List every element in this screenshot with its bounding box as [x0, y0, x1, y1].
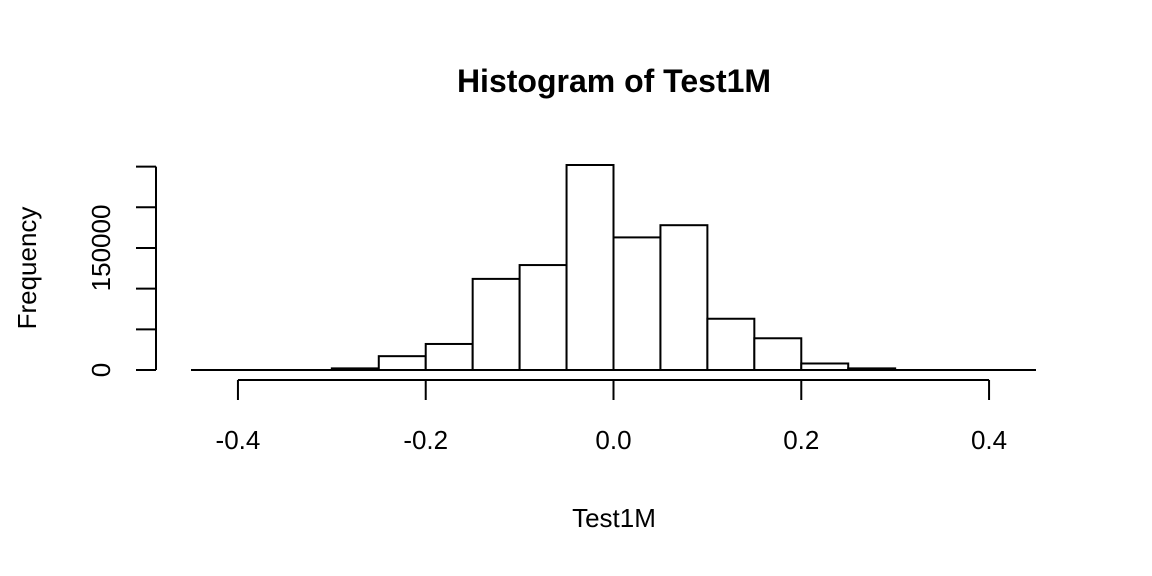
x-tick-label: 0.4 — [971, 425, 1007, 455]
bars-group — [191, 164, 1036, 372]
histogram-bar — [377, 355, 427, 371]
y-axis-label: Frequency — [12, 207, 42, 330]
x-tick-label: -0.4 — [216, 425, 261, 455]
histogram-bar — [330, 367, 380, 372]
histogram-bar — [847, 367, 897, 372]
histogram-bar — [518, 264, 568, 371]
histogram-bar — [612, 236, 662, 371]
x-tick-label: 0.2 — [783, 425, 819, 455]
chart-title: Histogram of Test1M — [457, 63, 771, 99]
y-tick-label: 0 — [86, 363, 116, 377]
histogram-bar — [565, 164, 615, 371]
y-axis: 0 150000 — [86, 165, 157, 377]
x-tick-label: -0.2 — [403, 425, 448, 455]
histogram-bar — [753, 337, 803, 371]
x-tick-label: 0.0 — [595, 425, 631, 455]
histogram-bar — [706, 317, 756, 371]
x-axis-label: Test1M — [572, 503, 656, 533]
histogram-bar — [471, 277, 521, 371]
histogram-bar — [800, 362, 850, 372]
y-tick-label: 150000 — [86, 205, 116, 292]
histogram-bar — [659, 224, 709, 371]
x-axis: -0.4 -0.2 0.0 0.2 0.4 — [216, 379, 1007, 455]
histogram-bar — [424, 342, 474, 372]
